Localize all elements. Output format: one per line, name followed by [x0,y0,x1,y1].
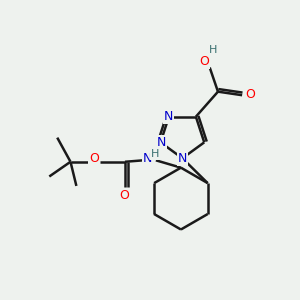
Text: O: O [89,152,99,165]
Text: N: N [156,136,166,149]
Text: O: O [245,88,255,101]
Text: N: N [178,152,187,165]
Text: N: N [164,110,173,123]
Text: O: O [119,189,129,202]
Text: O: O [200,55,209,68]
Text: H: H [151,149,160,159]
Text: H: H [209,45,218,56]
Text: N: N [143,152,152,165]
